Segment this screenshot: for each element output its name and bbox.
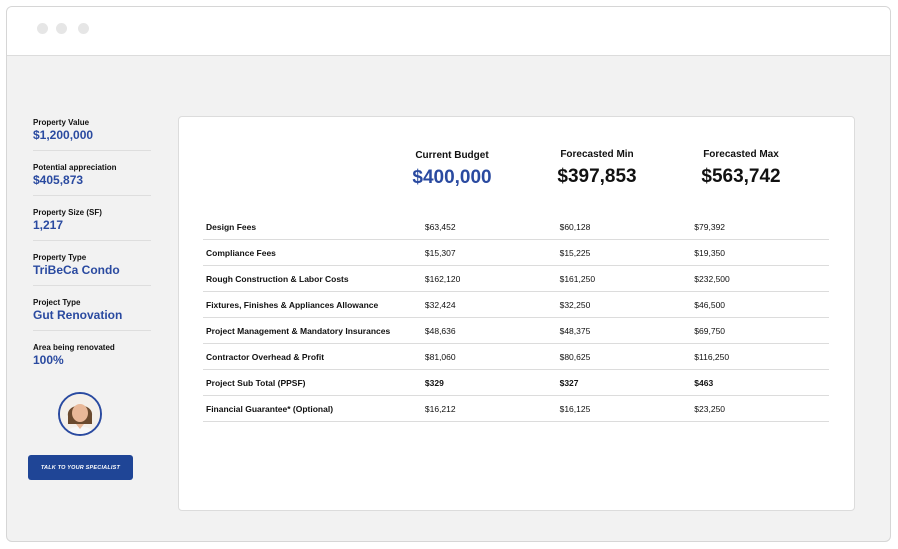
stat-value: 100%: [33, 353, 64, 367]
stat-label: Area being renovated: [33, 343, 115, 352]
stat-value: $1,200,000: [33, 128, 94, 142]
stat-value: TriBeCa Condo: [33, 263, 120, 277]
stat-value: 1,217: [33, 218, 64, 232]
table-row: Design Fees $63,452 $60,128 $79,392: [203, 214, 829, 240]
talk-to-specialist-button[interactable]: TALK TO YOUR SPECIALIST: [28, 455, 133, 480]
row-label: Financial Guarantee* (Optional): [206, 403, 334, 414]
row-value-min: $80,625: [559, 351, 591, 362]
row-value-max: $116,250: [694, 351, 730, 362]
row-value-current: $81,060: [424, 351, 456, 362]
row-label: Contractor Overhead & Profit: [206, 351, 325, 362]
stat-property-value: Property Value $1,200,000: [33, 117, 151, 151]
stat-label: Project Type: [33, 298, 81, 307]
row-label: Project Management & Mandatory Insurance…: [206, 325, 391, 336]
stat-value: $405,873: [33, 173, 84, 187]
table-row: Contractor Overhead & Profit $81,060 $80…: [203, 344, 829, 370]
stat-property-size: Property Size (SF) 1,217: [33, 207, 151, 241]
row-value-max: $232,500: [694, 273, 730, 284]
row-label: Project Sub Total (PPSF): [206, 377, 306, 388]
row-value-min: $48,375: [559, 325, 591, 336]
stat-label: Property Size (SF): [33, 208, 102, 217]
column-amount: $400,000: [412, 167, 492, 188]
row-value-current: $32,424: [424, 299, 456, 310]
stat-label: Potential appreciation: [33, 163, 117, 172]
window-dot-icon: [37, 23, 48, 34]
row-value-min: $161,250: [559, 273, 596, 284]
window-dot-icon: [78, 23, 89, 34]
column-label: Forecasted Min: [560, 149, 634, 160]
budget-table: Design Fees $63,452 $60,128 $79,392 Comp…: [203, 214, 829, 422]
table-row-subtotal: Project Sub Total (PPSF) $329 $327 $463: [203, 370, 829, 396]
column-amount: $397,853: [557, 166, 637, 187]
row-value-max: $19,350: [694, 247, 726, 258]
property-summary-sidebar: Property Value $1,200,000 Potential appr…: [33, 117, 151, 386]
row-value-min: $16,125: [559, 403, 591, 414]
table-row: Fixtures, Finishes & Appliances Allowanc…: [203, 292, 829, 318]
row-value-current: $63,452: [424, 221, 456, 232]
table-row: Compliance Fees $15,307 $15,225 $19,350: [203, 240, 829, 266]
row-label: Design Fees: [206, 221, 257, 232]
window-titlebar: [7, 7, 890, 56]
column-forecasted-max: Forecasted Max $563,742: [671, 149, 811, 188]
stat-property-type: Property Type TriBeCa Condo: [33, 252, 151, 286]
table-row: Project Management & Mandatory Insurance…: [203, 318, 829, 344]
table-row: Financial Guarantee* (Optional) $16,212 …: [203, 396, 829, 422]
row-value-max: $69,750: [694, 325, 726, 336]
person-avatar-icon: [60, 394, 100, 434]
column-label: Forecasted Max: [703, 149, 779, 160]
row-value-max: $79,392: [694, 221, 726, 232]
stat-potential-appreciation: Potential appreciation $405,873: [33, 162, 151, 196]
row-value-max: $46,500: [694, 299, 726, 310]
row-value-min: $60,128: [559, 221, 591, 232]
stat-area-renovated: Area being renovated 100%: [33, 342, 151, 375]
row-value-current: $329: [424, 377, 444, 388]
stat-label: Property Value: [33, 118, 90, 127]
budget-card: Current Budget $400,000 Forecasted Min $…: [178, 116, 855, 511]
window-dot-icon: [56, 23, 67, 34]
row-value-min: $32,250: [559, 299, 591, 310]
specialist-avatar[interactable]: [58, 392, 102, 436]
stat-label: Property Type: [33, 253, 87, 262]
column-current-budget: Current Budget $400,000: [382, 150, 522, 189]
row-label: Fixtures, Finishes & Appliances Allowanc…: [206, 299, 379, 310]
row-value-current: $16,212: [424, 403, 456, 414]
column-forecasted-min: Forecasted Min $397,853: [527, 149, 667, 188]
table-row: Rough Construction & Labor Costs $162,12…: [203, 266, 829, 292]
column-amount: $563,742: [701, 166, 781, 187]
browser-window: Property Value $1,200,000 Potential appr…: [6, 6, 891, 542]
row-label: Compliance Fees: [206, 247, 276, 258]
row-value-current: $15,307: [424, 247, 456, 258]
stat-project-type: Project Type Gut Renovation: [33, 297, 151, 331]
row-value-min: $15,225: [559, 247, 591, 258]
row-value-max: $463: [694, 377, 714, 388]
row-value-min: $327: [559, 377, 579, 388]
row-value-current: $48,636: [424, 325, 456, 336]
stat-value: Gut Renovation: [33, 308, 123, 322]
column-label: Current Budget: [415, 150, 489, 161]
row-label: Rough Construction & Labor Costs: [206, 273, 349, 284]
row-value-max: $23,250: [694, 403, 726, 414]
row-value-current: $162,120: [424, 273, 461, 284]
